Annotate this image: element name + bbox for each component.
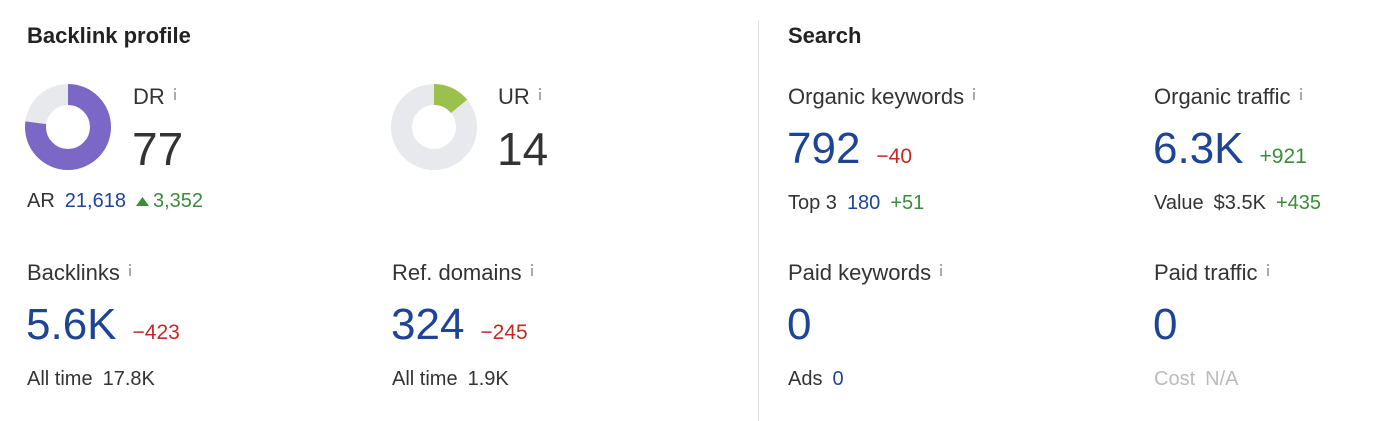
section-title: Search (788, 23, 862, 48)
metric-label: Backlinks (27, 262, 134, 284)
metric-change: −245 (480, 321, 528, 344)
value-row: 324 −245 (391, 303, 528, 347)
sub-row: Cost N/A (1154, 369, 1238, 389)
sub-value: 17.8K (102, 368, 155, 390)
info-icon[interactable] (1297, 86, 1305, 100)
label-text: Paid keywords (788, 260, 932, 285)
sub-change: 3,352 (135, 190, 204, 212)
metric-value: 6.3K (1153, 124, 1244, 173)
metric-value: 77 (132, 123, 184, 175)
sub-label: AR (27, 190, 55, 212)
info-icon[interactable] (171, 86, 179, 100)
metric-value: 14 (497, 123, 549, 175)
divider (758, 20, 759, 421)
metric-label: Ref. domains (392, 262, 536, 284)
metric-value: 0 (787, 300, 812, 349)
metric-label: Paid keywords (788, 262, 945, 284)
donut-arc (25, 84, 111, 170)
label-text: Paid traffic (1154, 260, 1258, 285)
sub-value: 1.9K (467, 368, 509, 390)
ur-donut (391, 84, 477, 170)
sub-row: Value $3.5K +435 (1154, 193, 1321, 213)
metric-change: −40 (876, 145, 913, 168)
metric-label: UR (498, 86, 544, 108)
change-text: 3,352 (152, 190, 204, 212)
metric-label: Organic traffic (1154, 86, 1305, 108)
info-icon[interactable] (937, 262, 945, 276)
section-title: Backlink profile (27, 23, 191, 48)
sub-row: All time 17.8K (27, 369, 155, 389)
label-text: Backlinks (27, 260, 120, 285)
sub-label: Top 3 (788, 192, 837, 214)
sub-label: Cost (1154, 368, 1196, 390)
info-icon[interactable] (528, 262, 536, 276)
info-icon[interactable] (126, 262, 134, 276)
value-row: 6.3K +921 (1153, 127, 1307, 171)
metric-value: 5.6K (26, 300, 117, 349)
ar-row: AR 21,618 3,352 (27, 191, 203, 211)
sub-row: Ads 0 (788, 369, 844, 389)
metric-change: −423 (132, 321, 180, 344)
sub-label: Ads (788, 368, 823, 390)
sub-change: +435 (1275, 192, 1321, 214)
value-row: 0 (787, 303, 811, 347)
sub-value: 21,618 (64, 190, 126, 212)
sub-label: Value (1154, 192, 1204, 214)
info-icon[interactable] (536, 86, 544, 100)
sub-label: All time (27, 368, 93, 390)
label-text: UR (498, 84, 530, 109)
dr-donut (25, 84, 111, 170)
donut-arc (391, 84, 477, 170)
label-text: Organic traffic (1154, 84, 1291, 109)
value-row: 792 −40 (787, 127, 912, 171)
info-icon[interactable] (970, 86, 978, 100)
value-row: 0 (1153, 303, 1177, 347)
sub-change: +51 (890, 192, 925, 214)
sub-value: N/A (1205, 368, 1239, 390)
sub-value: 180 (846, 192, 881, 214)
metric-value: 324 (391, 300, 465, 349)
info-icon[interactable] (1264, 262, 1272, 276)
sub-value: $3.5K (1213, 192, 1266, 214)
value-row: 5.6K −423 (26, 303, 180, 347)
metric-change: +921 (1259, 145, 1307, 168)
sub-row: Top 3 180 +51 (788, 193, 924, 213)
metric-label: DR (133, 86, 179, 108)
sub-row: All time 1.9K (392, 369, 509, 389)
sub-value: 0 (832, 368, 844, 390)
metric-label: Paid traffic (1154, 262, 1272, 284)
label-text: Ref. domains (392, 260, 522, 285)
metric-value: 0 (1153, 300, 1178, 349)
metric-label: Organic keywords (788, 86, 978, 108)
label-text: DR (133, 84, 165, 109)
label-text: Organic keywords (788, 84, 965, 109)
metric-value: 792 (787, 124, 861, 173)
sub-label: All time (392, 368, 458, 390)
up-arrow (135, 197, 149, 206)
